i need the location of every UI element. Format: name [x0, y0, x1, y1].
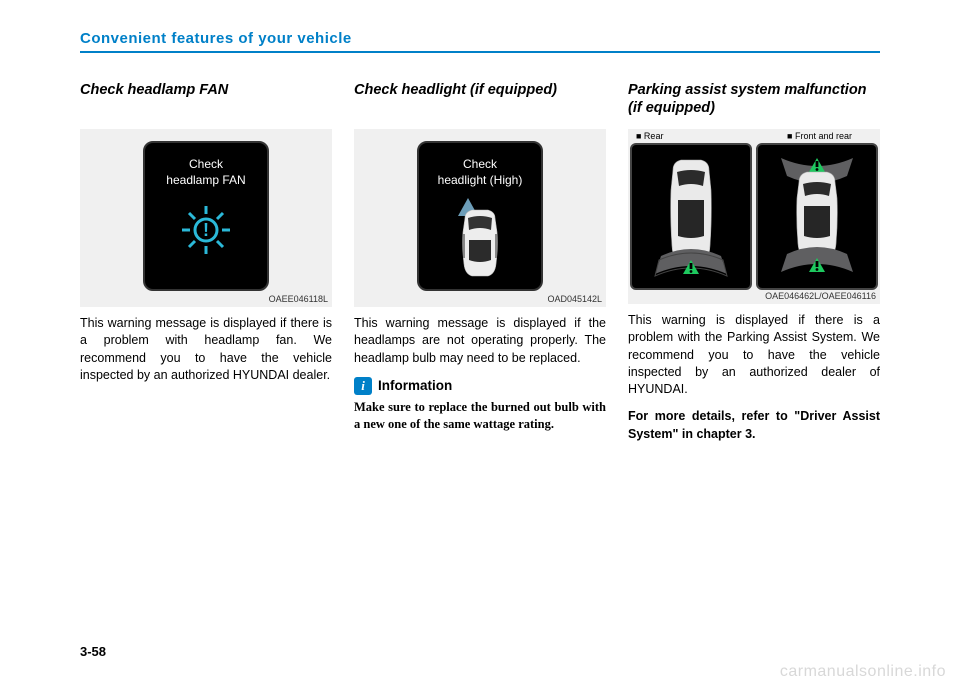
- information-row: i Information: [354, 377, 606, 395]
- col1-screen: Check headlamp FAN: [143, 141, 269, 291]
- col1-line1: Check: [189, 157, 223, 171]
- col3-figure: ■ Rear ■ Front and rear: [628, 129, 880, 304]
- col2-caption: OAD045142L: [547, 294, 602, 304]
- col1-heading: Check headlamp FAN: [80, 81, 332, 119]
- col2-line2: headlight (High): [438, 173, 523, 187]
- column-1: Check headlamp FAN Check headlamp FAN: [80, 81, 332, 453]
- col3-body: This warning is displayed if there is a …: [628, 312, 880, 398]
- col1-screen-text: Check headlamp FAN: [166, 157, 245, 188]
- parking-rear-icon: [641, 146, 741, 288]
- col2-screen: Check headlight (High): [417, 141, 543, 291]
- col3-heading: Parking assist system malfunction (if eq…: [628, 81, 880, 119]
- col2-screen-text: Check headlight (High): [438, 157, 523, 188]
- car-headlight-icon: [450, 198, 510, 280]
- page-number: 3-58: [80, 644, 106, 659]
- parking-front-rear-icon: [767, 146, 867, 288]
- information-text: Make sure to replace the burned out bulb…: [354, 399, 606, 434]
- headlamp-warning-icon: !: [178, 202, 234, 258]
- column-3: Parking assist system malfunction (if eq…: [628, 81, 880, 453]
- parking-rear-panel: [630, 143, 752, 290]
- col1-line2: headlamp FAN: [166, 173, 245, 187]
- col1-caption: OAEE046118L: [269, 294, 328, 304]
- information-icon: i: [354, 377, 372, 395]
- content-columns: Check headlamp FAN Check headlamp FAN: [80, 81, 880, 453]
- label-rear: ■ Rear: [636, 131, 663, 141]
- col2-figure: Check headlight (High) OAD045142L: [354, 129, 606, 307]
- col2-body: This warning message is displayed if the…: [354, 315, 606, 367]
- section-header: Convenient features of your vehicle: [80, 30, 880, 53]
- col3-body2: For more details, refer to "Driver Assis…: [628, 408, 880, 443]
- col2-line1: Check: [463, 157, 497, 171]
- col1-figure: Check headlamp FAN: [80, 129, 332, 307]
- col1-body: This warning message is displayed if the…: [80, 315, 332, 384]
- col2-heading: Check headlight (if equipped): [354, 81, 606, 119]
- label-front-rear: ■ Front and rear: [787, 131, 852, 141]
- svg-text:!: !: [203, 220, 209, 240]
- column-2: Check headlight (if equipped) Check head…: [354, 81, 606, 453]
- parking-front-rear-panel: [756, 143, 878, 290]
- watermark: carmanualsonline.info: [780, 663, 946, 681]
- information-label: Information: [378, 378, 452, 393]
- col3-caption: OAE046462L/OAEE046116: [765, 291, 876, 301]
